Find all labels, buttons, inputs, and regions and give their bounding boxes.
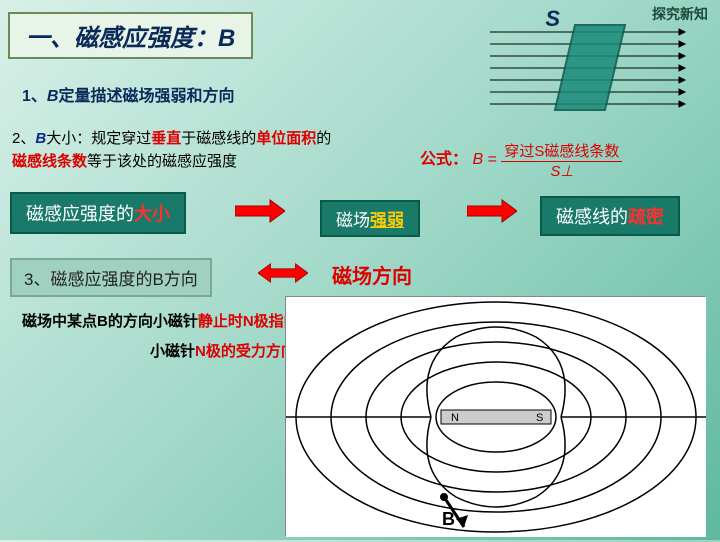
point1: 1、B定量描述磁场强弱和方向 xyxy=(22,82,234,106)
formula-eq: = xyxy=(488,151,497,168)
box-magnitude: 磁感应强度的大小 xyxy=(10,192,186,234)
title-symbol: B xyxy=(218,25,235,52)
field-direction: 磁场方向 xyxy=(332,260,412,289)
la-t1: 磁场中某点B的方向小磁针 xyxy=(22,313,198,330)
line-compass-rest: 磁场中某点B的方向小磁针静止时N极指向 xyxy=(22,310,299,331)
line-compass-force: 小磁针N极的受力方向 xyxy=(150,340,296,361)
p2-t3: 的 xyxy=(316,130,331,147)
point3-box: 3、磁感应强度的B方向 xyxy=(10,258,212,297)
formula-b: B xyxy=(472,151,483,168)
dipole-svg: N S xyxy=(286,297,706,537)
svg-text:S: S xyxy=(536,412,543,424)
box3-r: 疏密 xyxy=(628,207,664,227)
box-density: 磁感线的疏密 xyxy=(540,196,680,236)
p2-t4: 等于该处的磁感应强度 xyxy=(87,153,237,170)
la-r: 静止时N极指向 xyxy=(198,313,299,330)
b-label: B xyxy=(442,509,455,530)
box-strength: 磁场强弱 xyxy=(320,200,420,237)
p2-prefix: 2、 xyxy=(12,130,35,147)
box3-t1: 磁感线的 xyxy=(556,207,628,227)
formula-num: 穿过S磁感线条数 xyxy=(501,140,622,162)
box2-y: 强弱 xyxy=(370,211,404,230)
p2-t2: 于磁感线的 xyxy=(181,130,256,147)
arrow-3-double xyxy=(258,260,308,286)
title-text: 一、磁感应强度：B xyxy=(26,25,235,52)
formula: 公式： B = 穿过S磁感线条数 S⊥ xyxy=(420,140,622,180)
flux-diagram xyxy=(490,20,690,120)
p2-b: B xyxy=(35,130,46,147)
formula-label: 公式： xyxy=(420,151,468,168)
dipole-figure: N S xyxy=(285,296,705,536)
point2: 2、B大小：规定穿过垂直于磁感线的单位面积的磁感线条数等于该处的磁感应强度 xyxy=(12,128,332,173)
p2-t1: 大小：规定穿过 xyxy=(46,130,151,147)
point1-text: 定量描述磁场强弱和方向 xyxy=(58,88,234,105)
point1-b: B xyxy=(47,88,59,105)
svg-text:N: N xyxy=(451,412,459,424)
point1-label: 1、 xyxy=(22,88,47,105)
lb-t1: 小磁针 xyxy=(150,343,195,360)
arrow-1 xyxy=(235,198,285,224)
title-prefix: 一、磁感应强度： xyxy=(26,25,218,52)
formula-den: S⊥ xyxy=(501,162,622,180)
box2-t1: 磁场 xyxy=(336,211,370,230)
box1-r: 大小 xyxy=(134,204,170,224)
p2-r2: 单位面积 xyxy=(256,130,316,147)
p2-r1: 垂直 xyxy=(151,130,181,147)
lb-r: N极的受力方向 xyxy=(195,343,296,360)
box1-t1: 磁感应强度的 xyxy=(26,204,134,224)
formula-frac: 穿过S磁感线条数 S⊥ xyxy=(501,140,622,180)
p2-r3: 磁感线条数 xyxy=(12,153,87,170)
title-box: 一、磁感应强度：B xyxy=(8,12,253,59)
arrow-2 xyxy=(467,198,517,224)
